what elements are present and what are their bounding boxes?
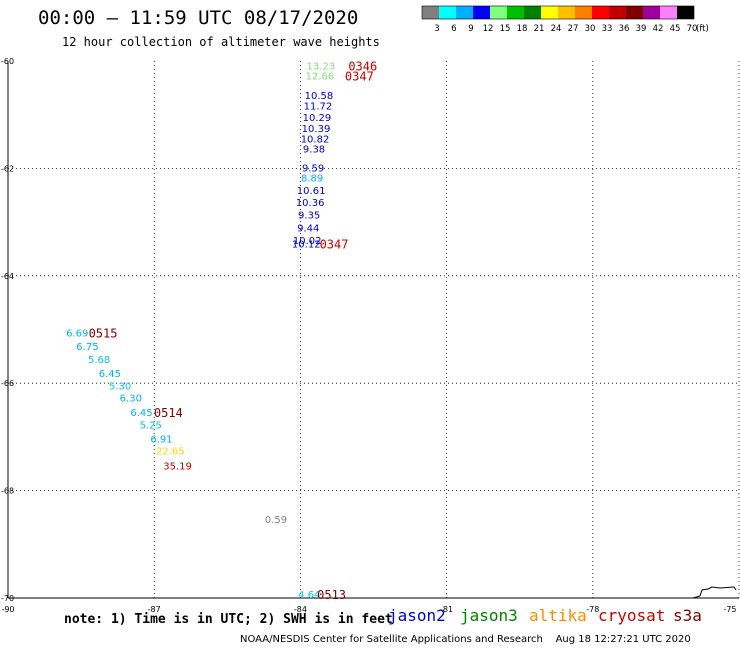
legend-swatch	[422, 6, 439, 19]
legend-swatch	[490, 6, 507, 19]
legend-swatch	[439, 6, 456, 19]
legend-tick-label: 30	[585, 24, 596, 34]
coastline	[692, 586, 737, 599]
wave-height-value: 9.59	[302, 163, 324, 174]
pass-time-label: 0347	[345, 69, 374, 83]
legend-tick-label: 33	[602, 24, 613, 34]
wave-height-value: 6.91	[150, 435, 172, 446]
credit-text: NOAA/NESDIS Center for Satellite Applica…	[240, 634, 691, 645]
wave-height-value: 5.25	[140, 421, 162, 432]
legend-tick-label: 45	[670, 24, 681, 34]
page-subtitle: 12 hour collection of altimeter wave hei…	[62, 35, 380, 49]
lon-tick-label: -81	[440, 605, 453, 614]
wave-height-value: 5.30	[109, 381, 131, 392]
pass-time-label: 0513	[317, 588, 346, 602]
legend-swatch	[643, 6, 660, 19]
legend-swatch	[558, 6, 575, 19]
wave-height-value: 5.68	[88, 355, 110, 366]
wave-height-value: 10.39	[302, 124, 331, 135]
wave-height-value: 6.30	[120, 394, 142, 405]
legend-swatch	[677, 6, 694, 19]
note-text: note: 1) Time is in UTC; 2) SWH is in fe…	[64, 612, 393, 627]
legend-swatch	[626, 6, 643, 19]
wave-height-value: 9.35	[298, 211, 320, 222]
lat-tick-label: -68	[1, 487, 14, 496]
legend-tick-label: 6	[451, 24, 456, 34]
wave-height-value: 10.61	[297, 186, 326, 197]
legend-swatch	[592, 6, 609, 19]
wave-height-value: 12.66	[306, 71, 335, 82]
legend-tick-label: 42	[653, 24, 664, 34]
wave-height-value: 10.82	[301, 134, 330, 145]
legend-swatch	[473, 6, 490, 19]
wave-height-value: 11.72	[304, 102, 333, 113]
legend-swatch	[456, 6, 473, 19]
satellite-s3a: s3a	[673, 606, 702, 625]
wave-height-value: 10.12	[292, 240, 321, 251]
pass-time-label: 0347	[320, 238, 349, 252]
lat-tick-label: -62	[1, 164, 14, 173]
legend-tick-label: 70	[687, 24, 698, 34]
wave-height-value: 6.45	[130, 408, 152, 419]
wave-height-value: 10.29	[303, 113, 332, 124]
lon-tick-label: -87	[148, 605, 161, 614]
legend-swatch	[541, 6, 558, 19]
legend-swatch	[609, 6, 626, 19]
pass-time-label: 0514	[154, 406, 183, 420]
wave-height-value: 35.19	[163, 461, 192, 472]
satellite-altika: altika	[529, 606, 587, 625]
plot-frame	[7, 61, 740, 599]
wave-height-value: 10.58	[305, 91, 334, 102]
lon-tick-label: -78	[586, 605, 599, 614]
wave-height-value: 8.89	[301, 174, 323, 185]
wave-height-value: 6.69	[66, 329, 88, 340]
legend-unit: (ft)	[696, 24, 709, 34]
wave-height-value: 9.44	[297, 223, 319, 234]
legend-tick-label: 15	[500, 24, 511, 34]
lat-tick-label: -64	[1, 272, 14, 281]
pass-time-label: 0346	[348, 59, 377, 73]
wave-height-value: 6.45	[99, 369, 121, 380]
legend-swatch	[660, 6, 677, 19]
wave-height-value: 22.65	[156, 446, 185, 457]
legend-tick-label: 27	[568, 24, 579, 34]
lat-tick-label: -66	[1, 379, 14, 388]
grid-lines	[8, 61, 739, 598]
satellite-jason3: jason3	[460, 606, 518, 625]
wave-height-value: 0.59	[265, 515, 287, 526]
legend-swatch	[507, 6, 524, 19]
legend-tick-label: 9	[468, 24, 473, 34]
lat-tick-label: -60	[1, 57, 14, 66]
wave-height-value: 6.75	[76, 342, 98, 353]
color-legend: 3 6 9 12 15 18 21 24 27 30 33 36 39 42 45 70(ft)	[421, 5, 709, 34]
legend-tick-label: 24	[551, 24, 562, 34]
tick-labels: -60 -62 -64 -66 -68 -70 -90 -87 -84 -81 -78 -75	[1, 57, 737, 614]
pass-time-label: 0515	[89, 327, 118, 341]
legend-tick-label: 3	[434, 24, 439, 34]
lon-tick-label: -84	[294, 605, 307, 614]
wave-height-value: 10.36	[296, 198, 325, 209]
wave-height-value: 10.02	[293, 236, 322, 247]
legend-tick-label: 18	[517, 24, 528, 34]
legend-swatch	[575, 6, 592, 19]
legend-tick-label: 12	[483, 24, 494, 34]
wave-height-value: 4.64	[298, 590, 320, 601]
lon-tick-label: -90	[1, 605, 14, 614]
satellite-jason2: jason2	[388, 606, 446, 625]
legend-swatch	[524, 6, 541, 19]
satellite-cryosat: cryosat	[598, 606, 666, 625]
legend-border	[421, 5, 695, 20]
legend-tick-label: 21	[534, 24, 545, 34]
legend-tick-label: 39	[636, 24, 647, 34]
page-title: 00:00 – 11:59 UTC 08/17/2020	[38, 7, 359, 29]
wave-height-value: 9.38	[303, 145, 325, 156]
legend-tick-label: 36	[619, 24, 630, 34]
wave-height-value: 13.23	[307, 61, 336, 72]
lat-tick-label: -70	[1, 594, 14, 603]
lon-tick-label: -75	[723, 605, 736, 614]
